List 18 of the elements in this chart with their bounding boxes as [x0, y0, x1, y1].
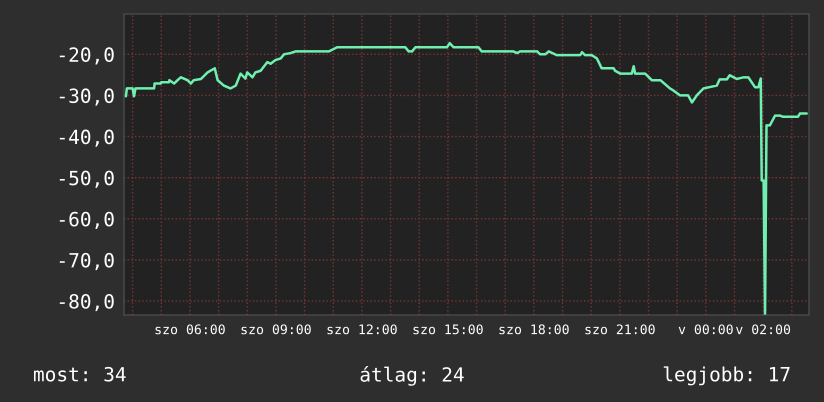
y-tick-label: -20,0 [60, 47, 114, 64]
y-tick-label: -40,0 [60, 130, 114, 147]
text: most: 34 [34, 366, 126, 382]
y-tick-label: -50,0 [60, 170, 114, 188]
x-tick-label: v 02:00 [736, 324, 790, 334]
x-tick-label: szo 09:00 [242, 324, 311, 334]
text: átlag: 24 [360, 366, 464, 386]
x-tick-label: szo 12:00 [328, 324, 397, 334]
x-tick-label: szo 15:00 [414, 324, 483, 334]
y-tick-label: -30,0 [60, 88, 114, 106]
x-tick-label: szo 21:00 [585, 324, 655, 334]
y-tick-label: -80,0 [60, 294, 114, 312]
x-tick-label: v 00:00 [678, 324, 733, 334]
x-tick-label: szo 18:00 [499, 324, 569, 334]
x-tick-label: szo 06:00 [156, 324, 225, 334]
y-tick-label: -70,0 [60, 252, 114, 270]
text: legjobb: 17 [664, 366, 790, 386]
y-tick-label: -60,0 [60, 212, 114, 229]
